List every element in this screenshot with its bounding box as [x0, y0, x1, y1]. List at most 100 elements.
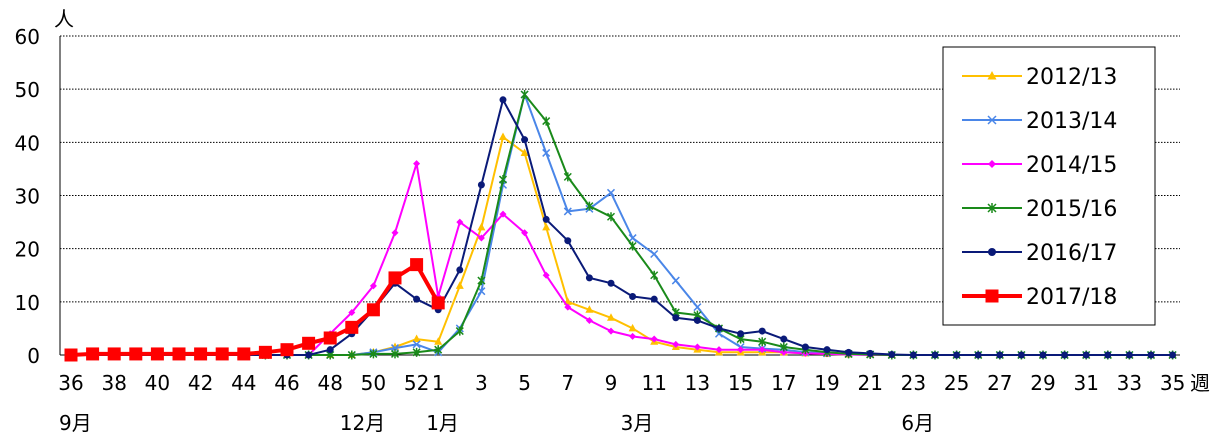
data-point: [650, 295, 658, 303]
x-tick-label: 27: [987, 371, 1012, 395]
data-point: [780, 335, 788, 343]
month-label: 1月: [426, 411, 459, 435]
data-point: [715, 324, 723, 332]
data-point: [542, 215, 550, 223]
data-point: [987, 115, 997, 125]
data-point: [347, 350, 356, 360]
x-tick-label: 31: [1073, 371, 1098, 395]
data-point: [1017, 351, 1025, 359]
data-point: [693, 343, 701, 351]
series-layer: [64, 89, 1177, 362]
data-point: [607, 279, 615, 287]
data-point: [606, 188, 616, 197]
x-tick-label: 3: [475, 371, 488, 395]
data-point: [390, 349, 400, 359]
data-point: [86, 347, 100, 361]
data-point: [628, 234, 637, 243]
data-point: [326, 346, 334, 354]
y-tick-label: 10: [15, 291, 40, 315]
data-point: [520, 148, 529, 156]
data-point: [456, 218, 464, 226]
data-point: [672, 314, 680, 322]
data-point: [845, 348, 853, 356]
x-tick-label: 35: [1160, 371, 1185, 395]
data-point: [542, 148, 551, 157]
data-point: [758, 337, 767, 347]
data-point: [988, 160, 996, 168]
legend: 2012/13 2013/14 2014/15 2015/16 2016/17 2017/…: [942, 46, 1156, 326]
data-point: [629, 293, 637, 301]
data-point: [564, 303, 572, 311]
data-point: [629, 332, 637, 340]
x-tick-label: 46: [274, 371, 299, 395]
legend-label: 2012/13: [1026, 65, 1117, 90]
data-point: [305, 351, 313, 359]
data-point: [412, 347, 421, 357]
data-point: [477, 222, 486, 231]
data-point: [607, 327, 615, 335]
month-label: 3月: [621, 411, 654, 435]
data-point: [348, 308, 356, 316]
y-axis: 0 10 20 30 40 50 60: [15, 25, 61, 368]
data-point: [953, 351, 961, 359]
data-point: [585, 274, 593, 282]
data-point: [388, 271, 402, 285]
data-point: [477, 287, 486, 296]
data-point: [672, 340, 680, 348]
x-tick-label: 36: [58, 371, 83, 395]
series-2017-18: [64, 258, 445, 362]
data-point: [413, 160, 421, 168]
y-tick-label: 30: [15, 185, 40, 209]
month-label: 9月: [59, 411, 92, 435]
data-point: [345, 320, 359, 334]
y-tick-label: 20: [15, 238, 40, 262]
data-point: [987, 71, 997, 80]
y-tick-label: 60: [15, 25, 40, 49]
data-point: [1039, 351, 1047, 359]
x-tick-label: 17: [771, 371, 796, 395]
data-point: [650, 249, 659, 259]
x-unit-label: 週: [1190, 371, 1210, 395]
x-tick-label: 50: [361, 371, 386, 395]
x-tick-label: 13: [685, 371, 710, 395]
legend-label: 2016/17: [1026, 241, 1117, 266]
data-point: [801, 343, 809, 351]
x-tick-label: 25: [944, 371, 969, 395]
x-tick-label: 52: [404, 371, 429, 395]
data-point: [369, 349, 378, 359]
data-point: [564, 237, 572, 245]
data-point: [780, 348, 788, 356]
data-point: [585, 316, 593, 324]
data-point: [931, 351, 939, 359]
data-point: [412, 334, 421, 343]
data-point: [369, 282, 377, 290]
data-point: [477, 276, 486, 286]
data-point: [1104, 351, 1112, 359]
data-point: [779, 342, 788, 352]
y-tick-label: 50: [15, 78, 40, 102]
x-tick-label: 7: [561, 371, 574, 395]
data-point: [323, 331, 337, 345]
data-point: [996, 351, 1004, 359]
data-point: [1147, 351, 1155, 359]
x-tick-label: 42: [188, 371, 213, 395]
data-point: [413, 295, 421, 303]
data-point: [987, 203, 997, 213]
data-point: [499, 132, 507, 141]
data-point: [434, 337, 443, 345]
x-tick-label: 29: [1030, 371, 1055, 395]
y-unit-label: 人: [54, 7, 74, 31]
y-tick-label: 0: [27, 344, 40, 368]
data-point: [194, 347, 208, 361]
x-tick-label: 33: [1117, 371, 1142, 395]
legend-label: 2014/15: [1026, 153, 1117, 178]
data-point: [1169, 351, 1177, 359]
data-point: [129, 347, 143, 361]
data-point: [302, 336, 316, 350]
data-point: [866, 349, 874, 357]
data-point: [671, 276, 680, 285]
data-point: [715, 346, 723, 354]
data-point: [542, 116, 551, 126]
x-tick-label: 40: [145, 371, 170, 395]
data-point: [585, 201, 594, 211]
